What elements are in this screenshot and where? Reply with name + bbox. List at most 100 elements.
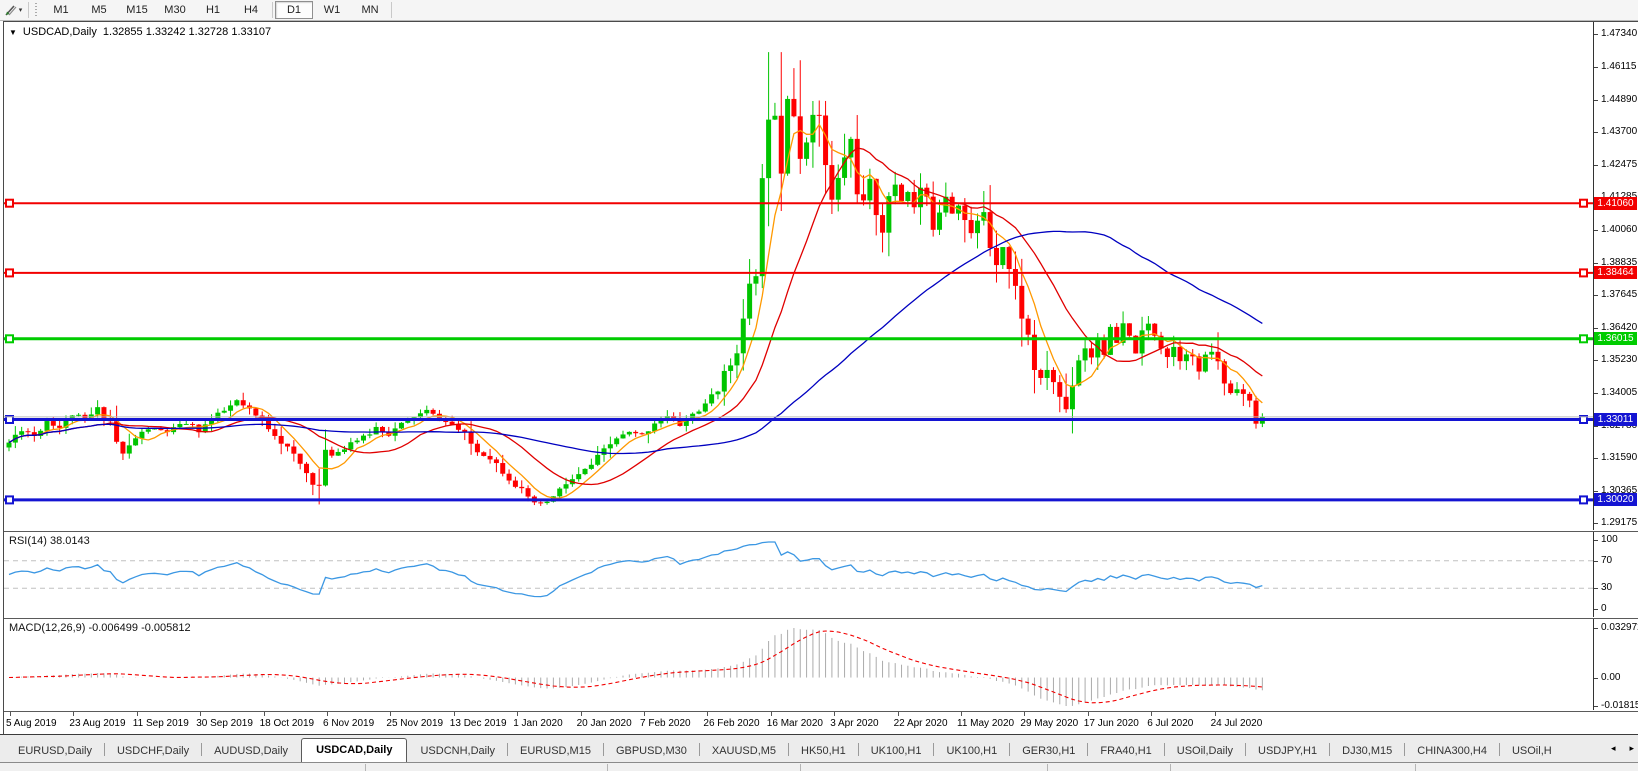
macd-axis[interactable]: 0.032972 0.00 -0.018154 xyxy=(1594,619,1638,711)
timeframe-button-M5[interactable]: M5 xyxy=(91,4,107,16)
tab-usoil-daily[interactable]: USOil,Daily xyxy=(1176,745,1234,757)
hline-price-flag: 1.41060 xyxy=(1594,196,1637,210)
tab-separator xyxy=(1009,743,1011,756)
rsi-axis[interactable]: 100 70 30 0 xyxy=(1594,532,1638,618)
candlestick-chart[interactable] xyxy=(4,22,1593,530)
main-plot-area[interactable]: ▼ USDCAD,Daily 1.32855 1.33242 1.32728 1… xyxy=(4,22,1594,530)
timeframe-button-MN[interactable]: MN xyxy=(361,4,379,16)
timeframe-button-M30[interactable]: M30 xyxy=(164,4,186,16)
price-tick-label: 1.44890 xyxy=(1601,94,1638,106)
toolbar-separator xyxy=(391,2,392,18)
timeframe-toolbar: ▾ M1 M5 M15 M30 H1 H4 D1 W1 MN xyxy=(0,0,1638,21)
date-tick xyxy=(200,712,202,716)
tab-separator xyxy=(1498,743,1500,756)
tab-china300-h4[interactable]: CHINA300,H4 xyxy=(1417,745,1487,757)
axis-tick xyxy=(1594,327,1598,329)
chart-window: ▼ USDCAD,Daily 1.32855 1.33242 1.32728 1… xyxy=(3,21,1638,736)
macd-chart[interactable] xyxy=(4,619,1593,710)
tab-audusd-daily[interactable]: AUDUSD,Daily xyxy=(214,745,289,757)
tab-scroll-right-button[interactable]: ▸ xyxy=(1629,743,1634,753)
ma-mid-line xyxy=(8,147,1263,486)
timeframe-button-M15[interactable]: M15 xyxy=(126,4,148,16)
toolbar-grip[interactable] xyxy=(34,3,39,17)
axis-tick xyxy=(1594,359,1598,361)
timeframe-button-W1[interactable]: W1 xyxy=(323,4,341,16)
hline-price-flag: 1.30020 xyxy=(1594,493,1637,507)
tab-usdjpy-h1[interactable]: USDJPY,H1 xyxy=(1258,745,1318,757)
hline-handle[interactable] xyxy=(1579,334,1588,344)
date-tick xyxy=(961,712,962,716)
date-tick xyxy=(644,712,645,716)
hline-handle[interactable] xyxy=(5,415,14,424)
timeframe-button-H4[interactable]: H4 xyxy=(243,4,259,16)
date-tick xyxy=(10,712,11,716)
tab-ger30-h1[interactable]: GER30,H1 xyxy=(1022,745,1076,757)
hline-handle[interactable] xyxy=(5,198,14,208)
tab-separator xyxy=(1329,743,1331,756)
tab-uk100-h1[interactable]: UK100,H1 xyxy=(870,745,922,757)
main-chart-pane[interactable]: ▼ USDCAD,Daily 1.32855 1.33242 1.32728 1… xyxy=(4,22,1638,532)
hline-handle[interactable] xyxy=(1579,495,1588,505)
axis-tick xyxy=(1594,457,1598,459)
tab-separator xyxy=(507,743,509,756)
tab-usoil-h[interactable]: USOil,H xyxy=(1511,745,1552,757)
macd-plot-area[interactable]: MACD(12,26,9) -0.006499 -0.005812 xyxy=(4,619,1594,710)
axis-tick xyxy=(1594,490,1598,492)
tab-usdcnh-daily[interactable]: USDCNH,Daily xyxy=(420,745,496,757)
date-label: 23 Aug 2019 xyxy=(69,718,126,729)
date-tick xyxy=(390,712,392,716)
tab-fra40-h1[interactable]: FRA40,H1 xyxy=(1100,745,1152,757)
date-axis[interactable]: 5 Aug 2019 23 Aug 2019 11 Sep 2019 30 Sep 2… xyxy=(4,712,1638,736)
cursor-tool-button[interactable]: ▾ xyxy=(0,1,26,19)
rsi-tick-label: 100 xyxy=(1601,534,1618,545)
strip-separator xyxy=(1170,764,1171,771)
macd-signal-line xyxy=(8,630,1263,704)
chart-title-caret-icon[interactable]: ▼ xyxy=(9,27,17,37)
price-axis[interactable]: 1.47340 1.46115 1.44890 1.43700 1.42475 1.412… xyxy=(1594,22,1638,531)
strip-separator xyxy=(1415,764,1416,771)
hline-handle[interactable] xyxy=(5,268,14,278)
rsi-chart[interactable] xyxy=(4,532,1593,617)
date-label: 22 Apr 2020 xyxy=(893,718,948,729)
rsi-tick-label: 30 xyxy=(1601,582,1613,594)
price-tick-label: 1.40060 xyxy=(1601,224,1638,236)
timeframe-button-M1[interactable]: M1 xyxy=(53,4,69,16)
date-tick xyxy=(770,712,772,716)
date-label: 5 Aug 2019 xyxy=(6,718,57,729)
hline-handle[interactable] xyxy=(5,495,14,505)
rsi-plot-area[interactable]: RSI(14) 38.0143 xyxy=(4,532,1594,617)
hline-handle[interactable] xyxy=(1579,415,1588,424)
hline-handle[interactable] xyxy=(1579,268,1588,278)
tab-eurusd-m15[interactable]: EURUSD,M15 xyxy=(520,745,591,757)
tab-xauusd-m5[interactable]: XAUUSD,M5 xyxy=(711,745,777,757)
tab-scroll-left-button[interactable]: ◂ xyxy=(1610,743,1616,753)
date-tick xyxy=(1151,712,1153,716)
macd-pane[interactable]: MACD(12,26,9) -0.006499 -0.005812 0.0329… xyxy=(4,619,1638,712)
hline-handle[interactable] xyxy=(1579,198,1588,208)
cursor-tool-icon xyxy=(5,4,17,16)
date-label: 11 Sep 2019 xyxy=(132,718,189,729)
tab-usdcad-daily[interactable]: USDCAD,Daily xyxy=(301,738,408,762)
date-label: 11 May 2020 xyxy=(957,718,1015,729)
tab-uk100-h1[interactable]: UK100,H1 xyxy=(946,745,998,757)
tab-separator xyxy=(201,743,203,756)
hline-price-flag: 1.38464 xyxy=(1594,266,1637,280)
tab-dj30-m15[interactable]: DJ30,M15 xyxy=(1342,745,1393,757)
tab-hk50-h1[interactable]: HK50,H1 xyxy=(801,745,846,757)
axis-tick xyxy=(1594,294,1598,296)
axis-tick xyxy=(1594,628,1598,629)
tab-separator xyxy=(1404,743,1406,756)
price-tick-label: 1.37645 xyxy=(1601,288,1638,300)
price-tick-label: 1.31590 xyxy=(1601,451,1638,463)
timeframe-button-D1[interactable]: D1 xyxy=(275,1,313,19)
tab-eurusd-daily[interactable]: EURUSD,Daily xyxy=(18,745,92,757)
rsi-pane[interactable]: RSI(14) 38.0143 100 70 30 0 xyxy=(4,532,1638,619)
tab-usdchf-daily[interactable]: USDCHF,Daily xyxy=(116,745,190,757)
tab-gbpusd-m30[interactable]: GBPUSD,M30 xyxy=(615,745,687,757)
tab-separator xyxy=(933,743,935,756)
hline-handle[interactable] xyxy=(5,334,14,344)
axis-tick xyxy=(1594,425,1598,427)
strip-separator xyxy=(1047,764,1048,771)
timeframe-button-H1[interactable]: H1 xyxy=(205,4,221,16)
macd-label: MACD(12,26,9) -0.006499 -0.005812 xyxy=(9,622,191,634)
